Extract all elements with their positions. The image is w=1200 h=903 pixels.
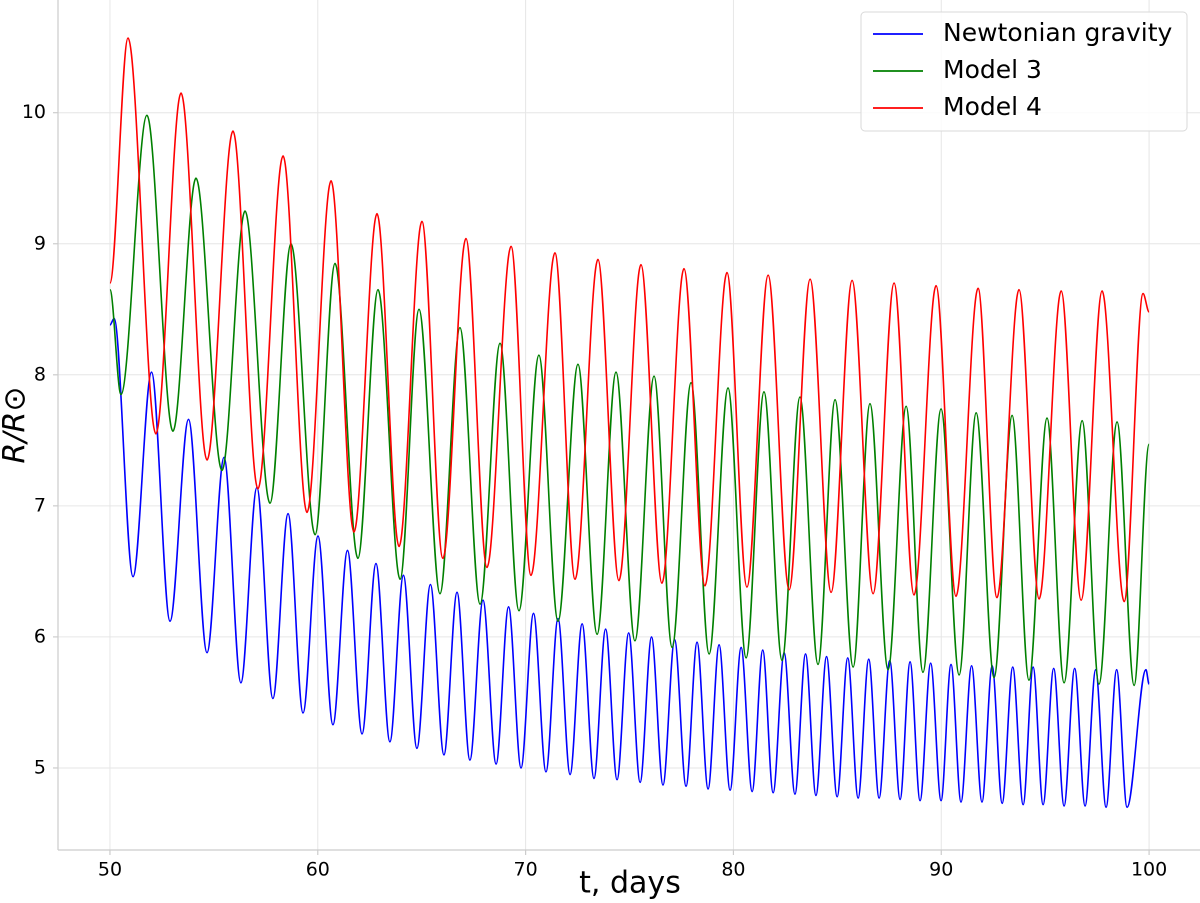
data-line — [109, 37, 1150, 603]
x-axis-label: t, days — [579, 866, 681, 901]
y-tick-label: 7 — [34, 494, 46, 516]
x-tick-label: 50 — [98, 859, 122, 881]
y-axis-label: R/R⊙ — [0, 387, 33, 464]
legend-label: Model 3 — [943, 55, 1042, 84]
y-tick-label: 6 — [34, 625, 46, 647]
x-tick-label: 100 — [1131, 859, 1167, 881]
x-tick-label: 70 — [514, 859, 538, 881]
x-tick-label: 80 — [721, 859, 745, 881]
legend-box — [860, 11, 1188, 132]
x-tick-label: 60 — [306, 859, 330, 881]
y-tick-label: 5 — [34, 756, 46, 778]
y-tick-label: 9 — [34, 232, 46, 254]
x-tick-label: 90 — [929, 859, 953, 881]
data-line — [109, 317, 1150, 809]
y-tick-label: 8 — [34, 363, 46, 385]
legend-label: Newtonian gravity — [943, 18, 1173, 47]
data-line — [109, 114, 1150, 687]
legend-label: Model 4 — [943, 92, 1042, 121]
y-tick-label: 10 — [22, 101, 46, 123]
